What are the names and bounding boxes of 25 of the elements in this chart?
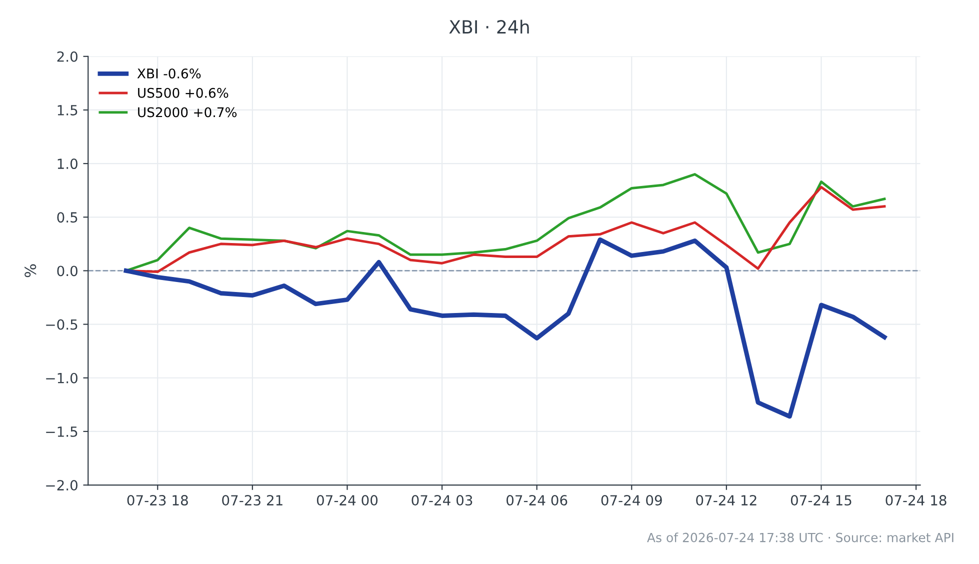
- x-tick-label: 07-24 00: [316, 495, 378, 506]
- legend-label: US500 +0.6%: [138, 88, 228, 98]
- line-series: [124, 237, 887, 419]
- x-tick-label: 07-24 12: [696, 495, 756, 506]
- x-tick-label: 07-23 18: [127, 495, 188, 506]
- x-tick-label: 07-24 03: [412, 495, 472, 506]
- x-tick-label: 07-24 09: [601, 495, 662, 506]
- y-tick-label: 2.0: [57, 51, 78, 62]
- legend-label: US2000 +0.7%: [138, 107, 237, 118]
- y-tick-label: −1.5: [46, 426, 78, 437]
- y-tick-label: 1.0: [58, 158, 78, 170]
- x-tick-label: 07-24 06: [506, 495, 568, 506]
- x-tick-label: 07-24 15: [790, 495, 852, 506]
- y-tick-label: 1.5: [58, 105, 78, 116]
- x-tick-label: 07-23 21: [222, 495, 282, 506]
- y-tick-label: 0.0: [57, 266, 78, 276]
- text: As of 2026-07-24 17:38 UTC · Source: market API: [647, 532, 954, 542]
- y-tick-label: −2.0: [46, 480, 78, 491]
- y-tick-label: −1.0: [46, 372, 78, 384]
- x-tick-label: 07-24 18: [886, 495, 946, 506]
- y-tick-label: −0.5: [46, 319, 78, 330]
- legend-label: XBI -0.6%: [137, 68, 201, 78]
- y-axis-title: %: [24, 264, 36, 278]
- chart-title: XBI · 24h: [449, 20, 529, 34]
- y-tick-label: 0.5: [57, 212, 78, 223]
